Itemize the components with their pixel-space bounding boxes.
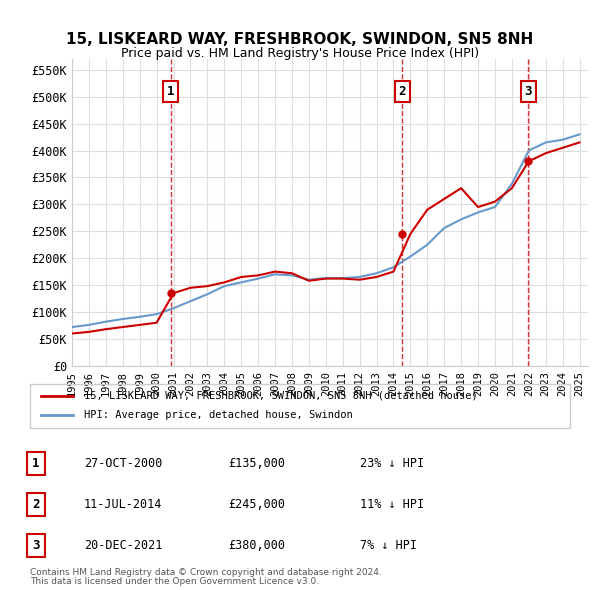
- Text: £380,000: £380,000: [228, 539, 285, 552]
- Text: 3: 3: [32, 539, 40, 552]
- Text: 1: 1: [32, 457, 40, 470]
- Text: 20-DEC-2021: 20-DEC-2021: [84, 539, 163, 552]
- Text: 2: 2: [32, 498, 40, 511]
- Text: Contains HM Land Registry data © Crown copyright and database right 2024.: Contains HM Land Registry data © Crown c…: [30, 568, 382, 577]
- Text: 3: 3: [524, 85, 532, 98]
- Text: 15, LISKEARD WAY, FRESHBROOK, SWINDON, SN5 8NH (detached house): 15, LISKEARD WAY, FRESHBROOK, SWINDON, S…: [84, 391, 478, 401]
- Text: 7% ↓ HPI: 7% ↓ HPI: [360, 539, 417, 552]
- Text: 1: 1: [167, 85, 175, 98]
- Text: 11% ↓ HPI: 11% ↓ HPI: [360, 498, 424, 511]
- Text: This data is licensed under the Open Government Licence v3.0.: This data is licensed under the Open Gov…: [30, 577, 319, 586]
- Text: 11-JUL-2014: 11-JUL-2014: [84, 498, 163, 511]
- Text: Price paid vs. HM Land Registry's House Price Index (HPI): Price paid vs. HM Land Registry's House …: [121, 47, 479, 60]
- Text: 27-OCT-2000: 27-OCT-2000: [84, 457, 163, 470]
- Text: £245,000: £245,000: [228, 498, 285, 511]
- Text: 15, LISKEARD WAY, FRESHBROOK, SWINDON, SN5 8NH: 15, LISKEARD WAY, FRESHBROOK, SWINDON, S…: [67, 32, 533, 47]
- Text: 2: 2: [398, 85, 406, 98]
- Text: HPI: Average price, detached house, Swindon: HPI: Average price, detached house, Swin…: [84, 411, 353, 420]
- Text: 23% ↓ HPI: 23% ↓ HPI: [360, 457, 424, 470]
- Text: £135,000: £135,000: [228, 457, 285, 470]
